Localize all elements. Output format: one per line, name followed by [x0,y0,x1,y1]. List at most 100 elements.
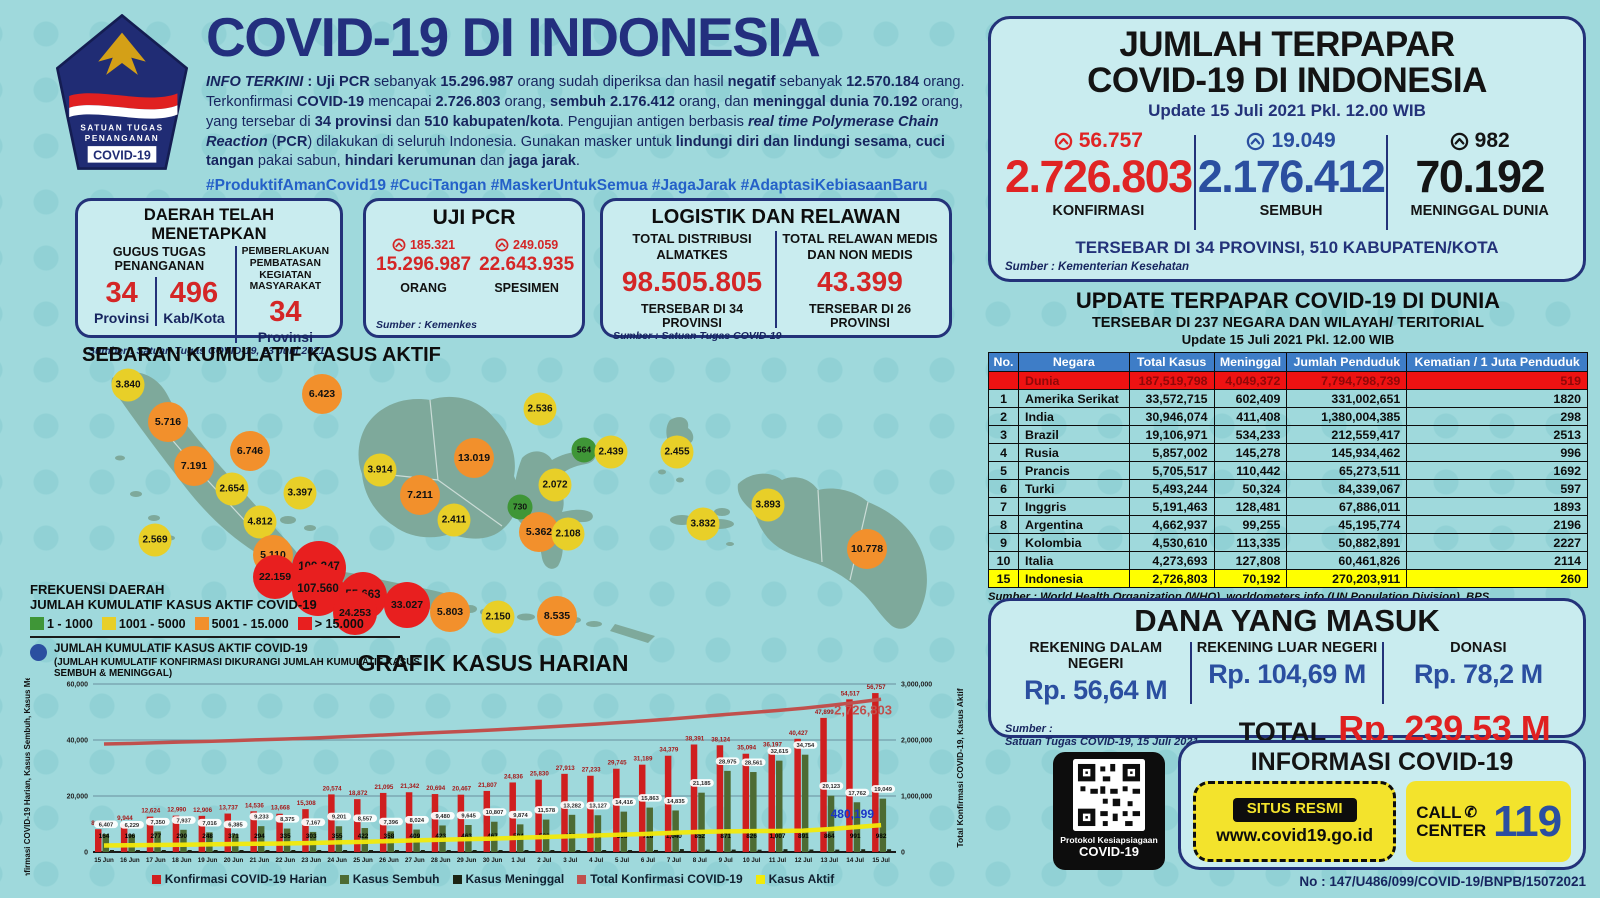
world-table: No. Negara Total Kasus Meninggal Jumlah Pend… [987,352,1588,588]
world-subtitle: TERSEBAR DI 237 NEGARA DAN WILAYAH/ TERI… [1091,315,1485,331]
table-row: 2 India 30,946,074 411,408 1,380,004,385 298 [987,407,1588,426]
qr-code-icon [1073,759,1145,831]
ppkm-label: Provinsi [257,329,313,346]
svg-text:22 Jun: 22 Jun [276,857,296,864]
ppkm-header: PEMBERLAKUAN PEMBATASAN KEGIATAN MASYARA… [241,246,330,293]
satgas-covid19-logo: SATUAN TUGAS PENANGANAN COVID-19 [55,13,189,170]
svg-text:7,350: 7,350 [151,820,166,826]
map-bubble: 10.778 [847,529,887,569]
map-bubble: 3.840 [111,368,145,402]
svg-text:13,737: 13,737 [219,805,238,812]
pcr-spesimen-label: SPESIMEN [494,281,559,295]
legend-title1: FREKUENSI DAERAH [30,582,165,597]
map-bubble: 2.072 [538,468,572,502]
svg-text:358: 358 [384,833,395,840]
legend-swatch-icon [30,616,44,630]
header: COVID-19 DI INDONESIA INFO TERKINI : Uji… [206,10,976,195]
table-row: 5 Prancis 5,705,517 110,442 65,273,511 1692 [987,461,1588,480]
svg-text:164: 164 [99,833,110,840]
svg-text:32,615: 32,615 [771,749,790,755]
gugus-tugas-header: GUGUS TUGAS PENANGANAN [112,245,206,273]
pcr-spesimen-value: 22.643.935 [479,254,575,275]
svg-text:852: 852 [694,833,705,840]
map-bubble: 2.455 [660,435,694,469]
increase-arrow-icon [1247,132,1265,151]
svg-text:13,127: 13,127 [589,804,607,810]
map-bubble: 3.914 [363,453,397,487]
blue-dot-icon [30,643,47,661]
svg-text:19 Jun: 19 Jun [198,857,218,864]
svg-text:20,694: 20,694 [426,785,445,792]
svg-text:277: 277 [150,833,161,840]
qr-caption1: Protokol Kesiapsiagaan [1060,835,1158,845]
situs-resmi-label: SITUS RESMI [1232,797,1357,822]
svg-text:982: 982 [876,833,887,840]
svg-text:7,016: 7,016 [202,821,217,827]
world-update-section: UPDATE TERPAPAR COVID-19 DI DUNIA TERSEB… [987,288,1588,603]
table-row: 6 Turki 5,493,244 50,324 84,339,067 597 [987,479,1588,498]
table-header: No. [987,352,1020,372]
almatkes-footer: TERSEBAR DI 34 PROVINSI [640,302,744,331]
table-row: 1 Amerika Serikat 33,572,715 602,409 331,002… [987,389,1588,408]
series-swatch-icon [577,874,587,884]
map-bubble: 7.211 [400,475,440,515]
svg-text:480,199: 480,199 [831,807,875,821]
svg-text:35,094: 35,094 [737,745,756,752]
svg-text:36,197: 36,197 [763,742,782,749]
dana-col: DONASI Rp. 78,2 M [1414,639,1543,689]
increase-arrow-icon [495,238,509,252]
svg-text:7 Jul: 7 Jul [667,857,681,864]
svg-text:9,233: 9,233 [254,815,269,821]
dana-col: REKENING LUAR NEGERI Rp. 104,69 M [1196,639,1378,689]
map-bubble: 33.027 [384,582,430,628]
map-bubble: 3.893 [751,488,785,522]
chart-legend-item: Konfirmasi COVID-19 Harian [151,872,327,886]
legend-swatch-icon [101,616,116,630]
jumlah-stat-sembuh: 19.049 2.176.412 SEMBUH [1197,129,1386,219]
svg-text:15,863: 15,863 [641,796,660,802]
svg-text:20,000: 20,000 [67,794,89,801]
svg-text:9,874: 9,874 [513,813,528,819]
svg-text:826: 826 [746,833,757,840]
svg-text:28,975: 28,975 [719,759,738,765]
svg-text:14,416: 14,416 [615,800,634,806]
map-bubble: 6.746 [230,431,270,471]
pcr-orang-label: ORANG [400,281,447,295]
qr-caption2: COVID-19 [1079,844,1139,859]
call-number: 119 [1493,796,1562,846]
relawan-header: TOTAL RELAWAN MEDIS DAN NON MEDIS [782,231,938,262]
jumlah-update: Update 15 Juli 2021 Pkl. 12.00 WIB [1148,101,1426,121]
document-number: No : 147/U486/099/COVID-19/BNPB/15072021 [1299,874,1586,889]
svg-text:290: 290 [176,833,187,840]
svg-text:3 Jul: 3 Jul [563,857,577,864]
situs-resmi-url[interactable]: www.covid19.go.id [1216,824,1374,845]
svg-text:335: 335 [280,833,291,840]
call-center-button[interactable]: CALL ✆ CENTER 119 [1406,781,1571,862]
svg-text:13 Jul: 13 Jul [821,857,839,864]
legend-bin: > 15.000 [297,616,364,631]
legend-bin: 1001 - 5000 [101,616,186,631]
map-bubble: 13.019 [454,438,494,478]
gugus-provinsi-label: Provinsi [94,309,150,326]
map-bubble: 6.423 [302,374,342,414]
svg-text:303: 303 [306,833,317,840]
legend-swatch-icon [194,616,209,630]
svg-text:2,000,000: 2,000,000 [901,738,932,745]
situs-resmi-button[interactable]: SITUS RESMI www.covid19.go.id [1193,781,1397,862]
jumlah-stats: 56.757 2.726.803 KONFIRMASI 19.049 2.176.… [1005,129,1569,236]
table-row: 3 Brazil 19,106,971 534,233 212,559,417 2513 [987,425,1588,444]
legend-note-sub: (JUMLAH KUMULATIF KONFIRMASI DIKURANGI J… [54,656,420,680]
table-row: 15 Indonesia 2,726,803 70,192 270,203,911 260 [987,569,1588,588]
dana-columns: REKENING DALAM NEGERI Rp. 56,64 M REKENING… [1005,640,1569,706]
svg-text:27,233: 27,233 [582,767,601,774]
svg-text:27,913: 27,913 [556,765,575,772]
svg-text:7,937: 7,937 [176,818,191,824]
svg-text:1,000,000: 1,000,000 [901,794,932,801]
svg-text:40,000: 40,000 [67,738,89,745]
svg-text:4 Jul: 4 Jul [589,857,603,864]
svg-text:47,899: 47,899 [815,709,834,716]
map-bubble: 2.439 [594,435,628,469]
logo-line2: PENANGANAN [85,134,159,143]
logistik-source: Sumber : Satuan Tugas COVID-19 [613,330,782,343]
